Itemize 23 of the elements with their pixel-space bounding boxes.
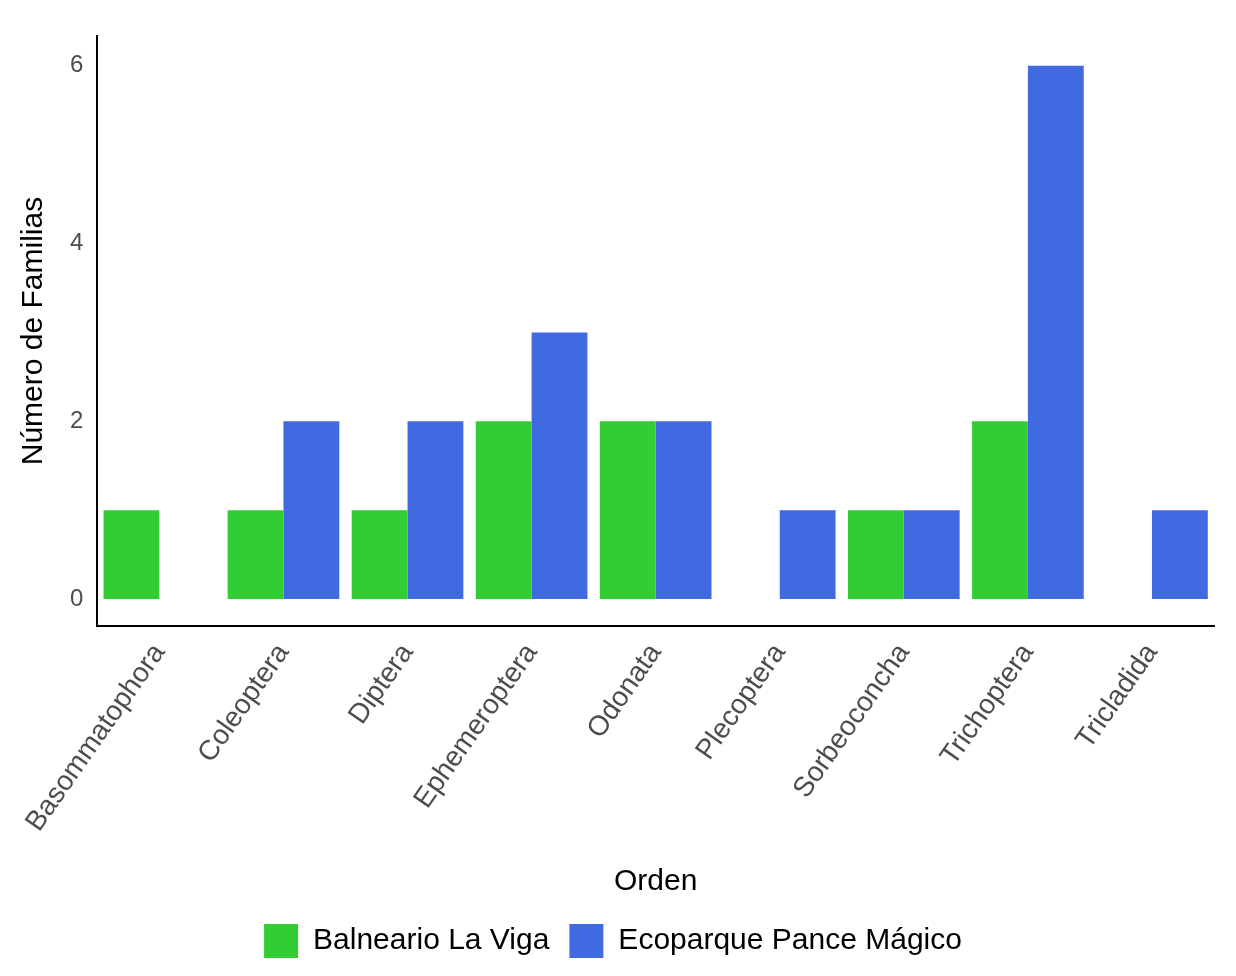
bar <box>351 510 408 600</box>
bar <box>972 421 1028 600</box>
legend-label: Balneario La Viga <box>313 922 550 956</box>
bar <box>903 510 960 600</box>
y-tick-label: 2 <box>69 405 84 433</box>
bar <box>599 421 656 600</box>
bar <box>1027 65 1084 600</box>
bar <box>655 421 712 600</box>
bar <box>1151 510 1208 600</box>
legend-label: Ecoparque Pance Mágico <box>618 922 962 956</box>
bar <box>103 510 160 600</box>
bar <box>475 421 532 600</box>
bar <box>531 332 588 600</box>
bar <box>283 421 340 600</box>
y-tick-label: 4 <box>69 228 84 256</box>
bar <box>847 510 904 600</box>
y-axis-title: Número de Familias <box>15 196 49 466</box>
y-tick-label: 6 <box>69 50 84 78</box>
bar <box>227 510 284 600</box>
bar <box>779 510 836 600</box>
bar <box>407 421 464 600</box>
y-tick-label: 0 <box>69 583 84 611</box>
x-axis-title: Orden <box>613 863 698 897</box>
